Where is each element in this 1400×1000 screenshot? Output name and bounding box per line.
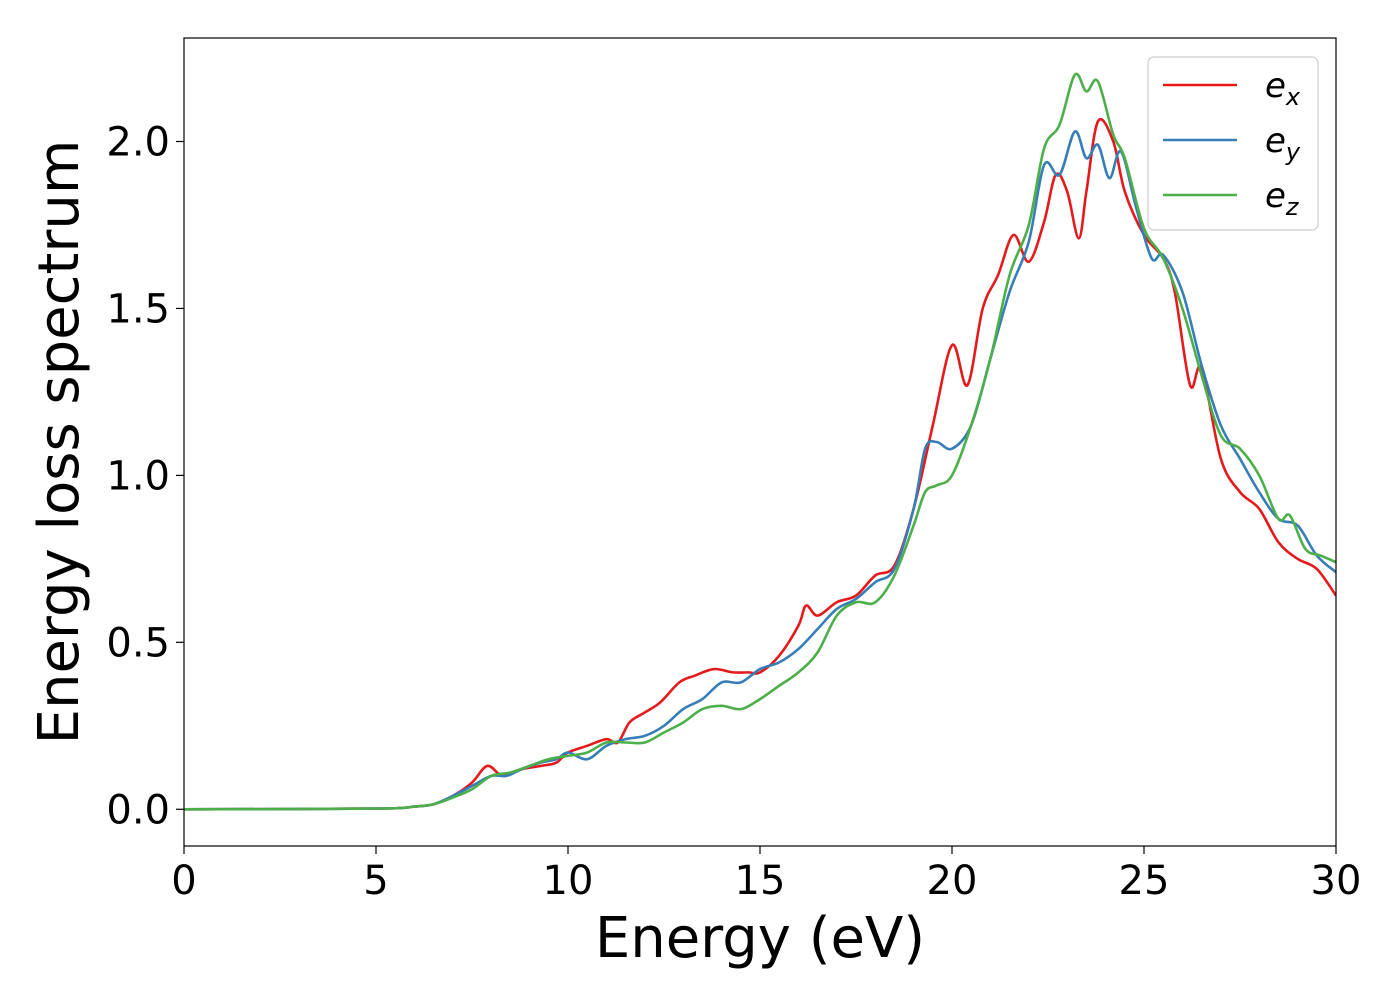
- legend-label-x: ex: [1265, 66, 1301, 111]
- x-tick-label: 30: [1311, 858, 1362, 904]
- x-axis-title: Energy (eV): [595, 906, 925, 971]
- x-tick-label: 20: [927, 858, 978, 904]
- x-tick-label: 10: [543, 858, 594, 904]
- y-tick-label: 2.0: [106, 120, 170, 166]
- legend-box: [1147, 56, 1319, 231]
- y-axis-title: Energy loss spectrum: [27, 140, 92, 745]
- x-tick-label: 0: [171, 858, 196, 904]
- x-tick-label: 5: [363, 858, 388, 904]
- legend-label-y: ey: [1265, 121, 1301, 166]
- y-tick-label: 0.0: [106, 787, 170, 833]
- y-axis-ticks: 0.0 0.5 1.0 1.5 2.0: [106, 120, 184, 833]
- series-line-y: [184, 130, 1336, 811]
- y-tick-label: 0.5: [106, 620, 170, 666]
- x-tick-label: 15: [735, 858, 786, 904]
- series-layer: [184, 72, 1336, 811]
- y-tick-label: 1.0: [106, 453, 170, 499]
- y-tick-label: 1.5: [106, 286, 170, 332]
- x-axis-ticks: 0 5 10 15 20 25 30: [171, 846, 1361, 904]
- series-line-z: [184, 72, 1336, 811]
- x-tick-label: 25: [1119, 858, 1170, 904]
